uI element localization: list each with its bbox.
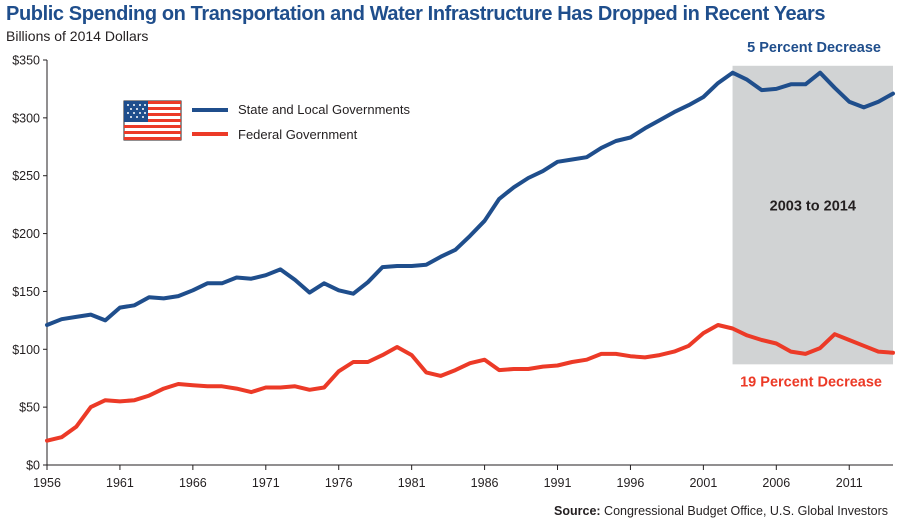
x-tick-label: 2006 [762,476,790,490]
x-tick-label: 1986 [471,476,499,490]
x-tick-label: 1996 [617,476,645,490]
legend-label-federal: Federal Government [238,127,358,142]
x-tick-label: 1961 [106,476,134,490]
legend-label-state-local: State and Local Governments [238,102,410,117]
y-tick-label: $200 [12,227,40,241]
y-tick-label: $300 [12,111,40,125]
x-tick-label: 1976 [325,476,353,490]
y-tick-label: $0 [26,459,40,473]
y-tick-label: $350 [12,54,40,68]
us-flag-icon [123,100,182,141]
chart-title: Public Spending on Transportation and Wa… [6,3,826,25]
x-tick-label: 1981 [398,476,426,490]
annotation-state-local-decrease: 5 Percent Decrease [747,40,881,56]
x-tick-label: 2011 [836,476,863,490]
series-line-federal [45,323,895,443]
x-tick-label: 1956 [33,476,61,490]
chart-source: Source: Congressional Budget Office, U.S… [554,504,888,518]
y-tick-label: $150 [12,285,40,299]
shaded-region-label: 2003 to 2014 [770,198,856,214]
y-tick-label: $250 [12,169,40,183]
chart-subtitle: Billions of 2014 Dollars [6,28,149,44]
x-tick-label: 2001 [689,476,717,490]
series-line-state-local [45,70,895,327]
x-tick-label: 1991 [544,476,572,490]
source-text: Congressional Budget Office, U.S. Global… [604,504,888,518]
x-tick-label: 1971 [252,476,280,490]
source-label: Source: [554,504,601,518]
shaded-region-2003-2014 [732,65,893,365]
x-tick-label: 1966 [179,476,207,490]
y-tick-label: $100 [12,343,40,357]
annotation-federal-decrease: 19 Percent Decrease [740,374,882,390]
y-tick-label: $50 [19,401,40,415]
